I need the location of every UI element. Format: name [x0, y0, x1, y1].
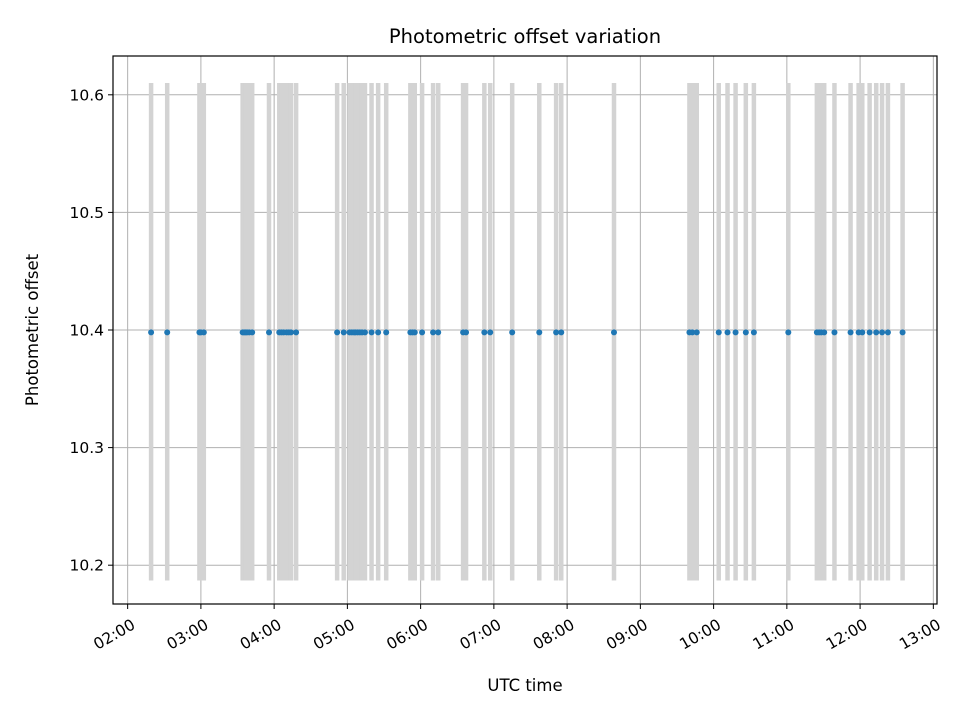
- data-point: [375, 329, 382, 336]
- data-points: [148, 329, 906, 336]
- data-point: [383, 329, 390, 336]
- data-point: [821, 329, 828, 336]
- data-point: [293, 329, 300, 336]
- data-point: [724, 329, 731, 336]
- data-point: [419, 329, 426, 336]
- data-point: [884, 329, 891, 336]
- plot-area: [112, 55, 938, 605]
- y-axis: 10.2 10.3 10.4 10.5 10.6: [69, 86, 113, 575]
- data-point: [732, 329, 739, 336]
- y-axis-label: Photometric offset: [23, 253, 42, 406]
- data-point: [340, 329, 347, 336]
- data-point: [873, 329, 880, 336]
- y-tick-label: 10.3: [69, 439, 104, 457]
- data-point: [715, 329, 722, 336]
- data-point: [866, 329, 873, 336]
- data-point: [831, 329, 838, 336]
- data-point: [487, 329, 494, 336]
- data-point: [463, 329, 470, 336]
- data-point: [148, 329, 155, 336]
- data-point: [481, 329, 488, 336]
- data-point: [536, 329, 543, 336]
- data-point: [430, 329, 437, 336]
- y-tick-label: 10.4: [69, 322, 104, 340]
- data-point: [750, 329, 757, 336]
- chart-title: Photometric offset variation: [389, 25, 661, 48]
- data-point: [361, 329, 368, 336]
- data-point: [558, 329, 565, 336]
- data-point: [693, 329, 700, 336]
- data-point: [742, 329, 749, 336]
- data-point: [859, 329, 866, 336]
- data-point: [785, 329, 792, 336]
- data-point: [249, 329, 256, 336]
- data-point: [368, 329, 375, 336]
- y-tick-label: 10.5: [69, 204, 104, 222]
- data-point: [879, 329, 886, 336]
- data-point: [435, 329, 442, 336]
- data-point: [610, 329, 617, 336]
- data-point: [553, 329, 560, 336]
- data-point: [334, 329, 341, 336]
- y-tick-label: 10.6: [69, 86, 104, 104]
- data-point: [411, 329, 418, 336]
- data-point: [287, 329, 294, 336]
- x-axis-label: UTC time: [487, 676, 562, 695]
- data-point: [266, 329, 273, 336]
- data-point: [164, 329, 171, 336]
- data-point: [509, 329, 516, 336]
- data-point: [847, 329, 854, 336]
- y-tick-label: 10.2: [69, 557, 104, 575]
- data-point: [200, 329, 207, 336]
- data-point: [689, 329, 696, 336]
- data-point: [899, 329, 906, 336]
